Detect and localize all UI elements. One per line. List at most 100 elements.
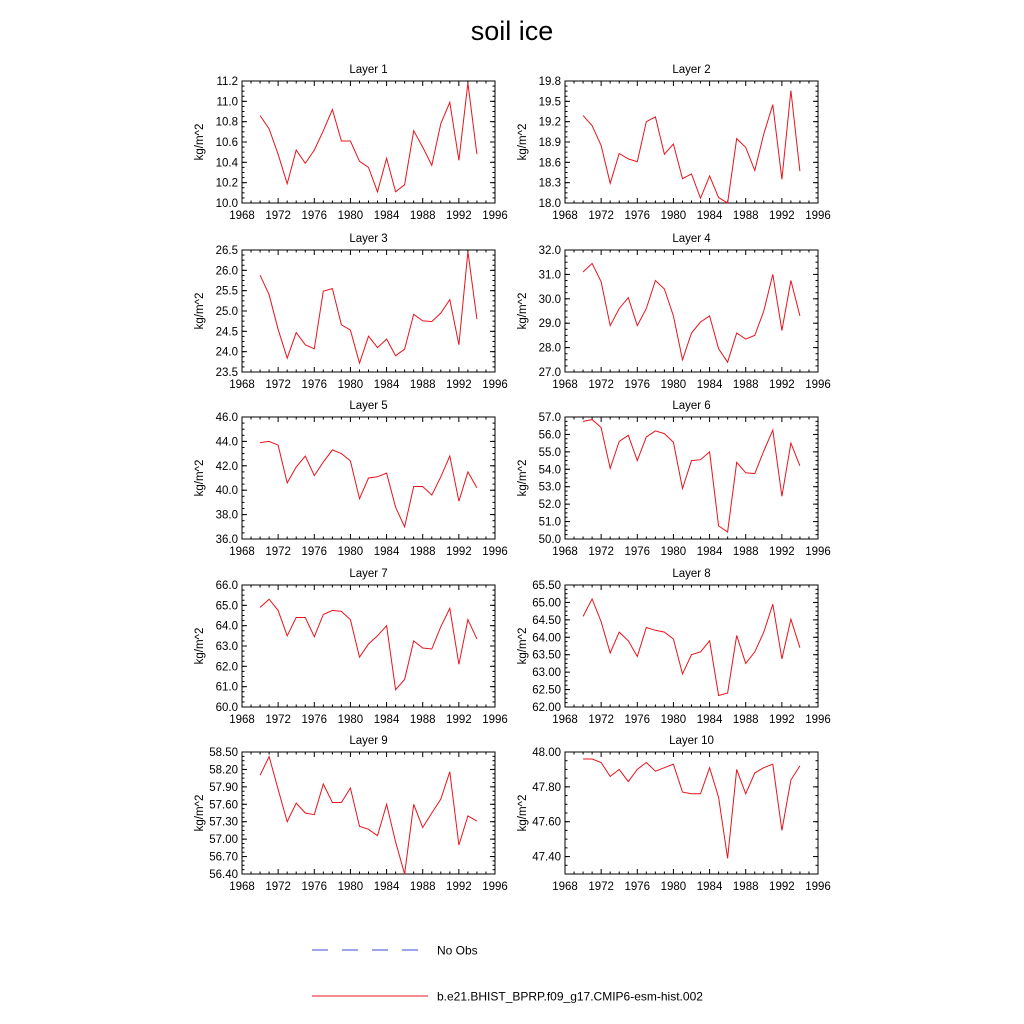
y-tick-label: 62.50	[532, 685, 561, 697]
y-tick-label: 66.0	[216, 580, 238, 592]
x-tick-label: 1968	[552, 546, 578, 558]
x-tick-label: 1984	[697, 210, 723, 222]
x-tick-label: 1968	[552, 379, 578, 391]
plot-frame	[241, 584, 496, 708]
x-tick-label: 1972	[265, 714, 291, 726]
y-tick-label: 64.0	[216, 621, 238, 633]
x-tick-label: 1968	[229, 210, 255, 222]
y-tick-label: 11.0	[216, 96, 238, 108]
y-axis-label: kg/m^2	[194, 795, 206, 832]
x-tick-label: 1968	[552, 881, 578, 893]
series-line	[582, 597, 801, 697]
x-tick-label: 1972	[588, 210, 614, 222]
y-tick-label: 62.0	[216, 661, 238, 673]
y-axis-label: kg/m^2	[517, 628, 529, 665]
y-tick-label: 10.6	[216, 137, 238, 149]
y-tick-label: 29.0	[539, 318, 561, 330]
x-tick-label: 1972	[265, 210, 291, 222]
plot-frame	[564, 80, 819, 204]
x-tick-label: 1992	[769, 379, 795, 391]
figure-title: soil ice	[470, 16, 554, 46]
y-tick-label: 63.0	[216, 641, 238, 653]
y-tick-label: 52.0	[539, 499, 561, 511]
legend-model-label: b.e21.BHIST_BPRP.f09_g17.CMIP6-esm-hist.…	[437, 990, 703, 1004]
series-line	[583, 758, 801, 859]
x-tick-label: 1984	[374, 881, 400, 893]
y-tick-label: 57.0	[539, 412, 561, 424]
x-tick-label: 1988	[410, 210, 436, 222]
x-tick-label: 1972	[588, 379, 614, 391]
y-tick-label: 28.0	[539, 343, 561, 355]
x-tick-label: 1992	[769, 714, 795, 726]
x-tick-label: 1992	[446, 714, 472, 726]
series-line	[259, 82, 478, 194]
y-tick-label: 54.0	[539, 464, 561, 476]
panel-title: Layer 7	[349, 568, 387, 580]
x-tick-label: 1972	[588, 714, 614, 726]
panel-layer-2: Layer 2 1968 1972 1976 1980 1984 1988 1992 1996 1…	[517, 64, 831, 222]
y-axis-label: kg/m^2	[517, 460, 529, 497]
panel-layer-6: Layer 6 1968 1972 1976 1980 1984 1988 1992 1996 5…	[517, 400, 831, 558]
x-tick-label: 1984	[697, 881, 723, 893]
y-tick-label: 55.0	[539, 447, 561, 459]
x-tick-label: 1984	[697, 714, 723, 726]
y-tick-label: 26.0	[216, 265, 238, 277]
panel-title: Layer 3	[349, 233, 387, 245]
x-tick-label: 1988	[410, 546, 436, 558]
x-tick-label: 1996	[482, 210, 508, 222]
panel-layer-1: Layer 1 1968 1972 1976 1980 1984 1988 1992 1996 1…	[194, 64, 508, 222]
plot-frame	[241, 249, 496, 373]
x-tick-label: 1968	[229, 546, 255, 558]
x-tick-label: 1996	[482, 714, 508, 726]
x-tick-label: 1980	[661, 379, 687, 391]
x-tick-label: 1992	[446, 210, 472, 222]
y-tick-label: 31.0	[539, 269, 561, 281]
y-tick-label: 18.3	[539, 178, 561, 190]
x-tick-label: 1996	[805, 881, 831, 893]
y-tick-label: 58.50	[209, 747, 238, 759]
y-axis-label: kg/m^2	[194, 628, 206, 665]
series-line	[583, 419, 801, 533]
x-tick-label: 1976	[301, 881, 327, 893]
x-tick-label: 1984	[697, 546, 723, 558]
x-tick-label: 1976	[624, 210, 650, 222]
panel-title: Layer 10	[669, 735, 714, 747]
x-tick-label: 1968	[552, 714, 578, 726]
x-tick-label: 1992	[769, 881, 795, 893]
x-tick-label: 1988	[410, 379, 436, 391]
x-tick-label: 1976	[301, 210, 327, 222]
y-tick-label: 10.2	[216, 178, 238, 190]
x-tick-label: 1992	[446, 881, 472, 893]
y-tick-label: 23.5	[216, 367, 238, 379]
x-tick-label: 1976	[301, 714, 327, 726]
series-line	[260, 440, 478, 529]
y-tick-label: 25.0	[216, 306, 238, 318]
y-tick-label: 62.00	[532, 702, 561, 714]
panel-title: Layer 4	[672, 233, 711, 245]
y-tick-label: 64.50	[532, 615, 561, 627]
panel-title: Layer 5	[349, 400, 387, 412]
y-axis-label: kg/m^2	[517, 124, 529, 161]
x-tick-label: 1984	[374, 210, 400, 222]
y-tick-label: 57.00	[209, 834, 238, 846]
y-axis-label: kg/m^2	[194, 124, 206, 161]
plot-frame	[564, 751, 819, 875]
panel-grid: Layer 1 1968 1972 1976 1980 1984 1988 1992 1996 1…	[194, 64, 831, 893]
y-tick-label: 42.0	[216, 461, 238, 473]
series-line	[259, 755, 478, 875]
x-tick-label: 1980	[661, 881, 687, 893]
y-tick-label: 25.5	[216, 286, 238, 298]
panel-layer-7: Layer 7 1968 1972 1976 1980 1984 1988 1992 1996 6…	[194, 568, 508, 726]
y-tick-label: 60.0	[216, 702, 238, 714]
plot-frame	[564, 249, 819, 373]
y-tick-label: 58.20	[209, 764, 238, 776]
x-tick-label: 1976	[624, 546, 650, 558]
panel-title: Layer 1	[349, 64, 387, 76]
y-tick-label: 18.0	[539, 198, 561, 210]
x-tick-label: 1976	[624, 379, 650, 391]
x-tick-label: 1976	[624, 714, 650, 726]
x-tick-label: 1972	[265, 881, 291, 893]
y-axis-label: kg/m^2	[517, 293, 529, 330]
x-tick-label: 1996	[805, 714, 831, 726]
